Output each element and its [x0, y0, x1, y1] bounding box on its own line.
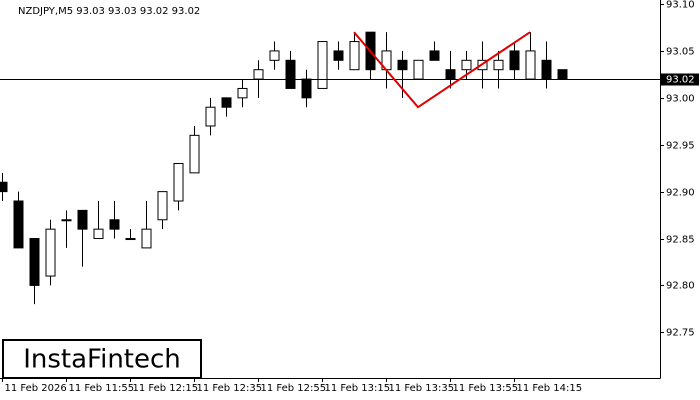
candle-body	[525, 50, 536, 80]
candle-body	[285, 59, 296, 89]
candle-body	[493, 59, 504, 71]
x-tick-label: 11 Feb 13:55	[453, 383, 519, 394]
candle-body	[541, 59, 552, 80]
pattern-line	[353, 31, 531, 109]
current-price-box	[661, 73, 699, 86]
candle-body	[0, 181, 8, 193]
candle-body	[61, 219, 72, 222]
candle-body	[173, 162, 184, 202]
candle-body	[509, 50, 520, 71]
candle-body	[157, 191, 168, 221]
candle-body	[349, 41, 360, 71]
current-price-label: 93.02	[666, 75, 695, 86]
candle-body	[461, 59, 472, 71]
candle-body	[93, 228, 104, 240]
candle-body	[45, 228, 56, 277]
candle-body	[29, 238, 40, 286]
candle-body	[109, 219, 120, 230]
y-tick-label: 92.80	[666, 281, 695, 292]
x-tick-label: 11 Feb 2026	[5, 383, 67, 394]
candle-body	[333, 50, 344, 61]
candle-body	[77, 209, 88, 230]
candle-body	[317, 41, 328, 89]
x-tick-label: 11 Feb 14:15	[517, 383, 583, 394]
x-tick-label: 11 Feb 11:55	[69, 383, 135, 394]
candle-body	[397, 59, 408, 71]
candle-body	[125, 238, 136, 241]
candle-body	[269, 50, 280, 61]
candle-body	[413, 59, 424, 80]
candle-body	[189, 134, 200, 174]
y-tick-label: 93.10	[666, 0, 695, 11]
candle-body	[221, 97, 232, 108]
candle-body	[13, 200, 24, 249]
x-tick-label: 11 Feb 12:15	[133, 383, 199, 394]
candle-body	[205, 106, 216, 127]
x-tick-label: 11 Feb 13:35	[389, 383, 455, 394]
x-tick-label: 11 Feb 12:55	[261, 383, 327, 394]
y-tick-label: 92.90	[666, 188, 695, 199]
candle-body	[141, 228, 152, 249]
y-tick-label: 92.95	[666, 141, 695, 152]
y-tick-label: 92.75	[666, 328, 695, 339]
candle-body	[237, 87, 248, 99]
candle-body	[253, 69, 264, 80]
candle-body	[429, 50, 440, 61]
y-tick-label: 92.85	[666, 235, 695, 246]
candle-body	[445, 69, 456, 80]
logo-box	[2, 339, 202, 379]
logo: InstaFintech	[23, 345, 181, 375]
y-tick-label: 93.05	[666, 47, 695, 58]
candle-body	[301, 78, 312, 99]
x-tick-label: 11 Feb 13:15	[325, 383, 391, 394]
candle-body	[557, 69, 568, 80]
x-tick-label: 11 Feb 12:35	[197, 383, 263, 394]
y-tick-label: 93.00	[666, 94, 695, 105]
chart-header: NZDJPY,M5 93.03 93.03 93.02 93.02	[18, 6, 200, 17]
